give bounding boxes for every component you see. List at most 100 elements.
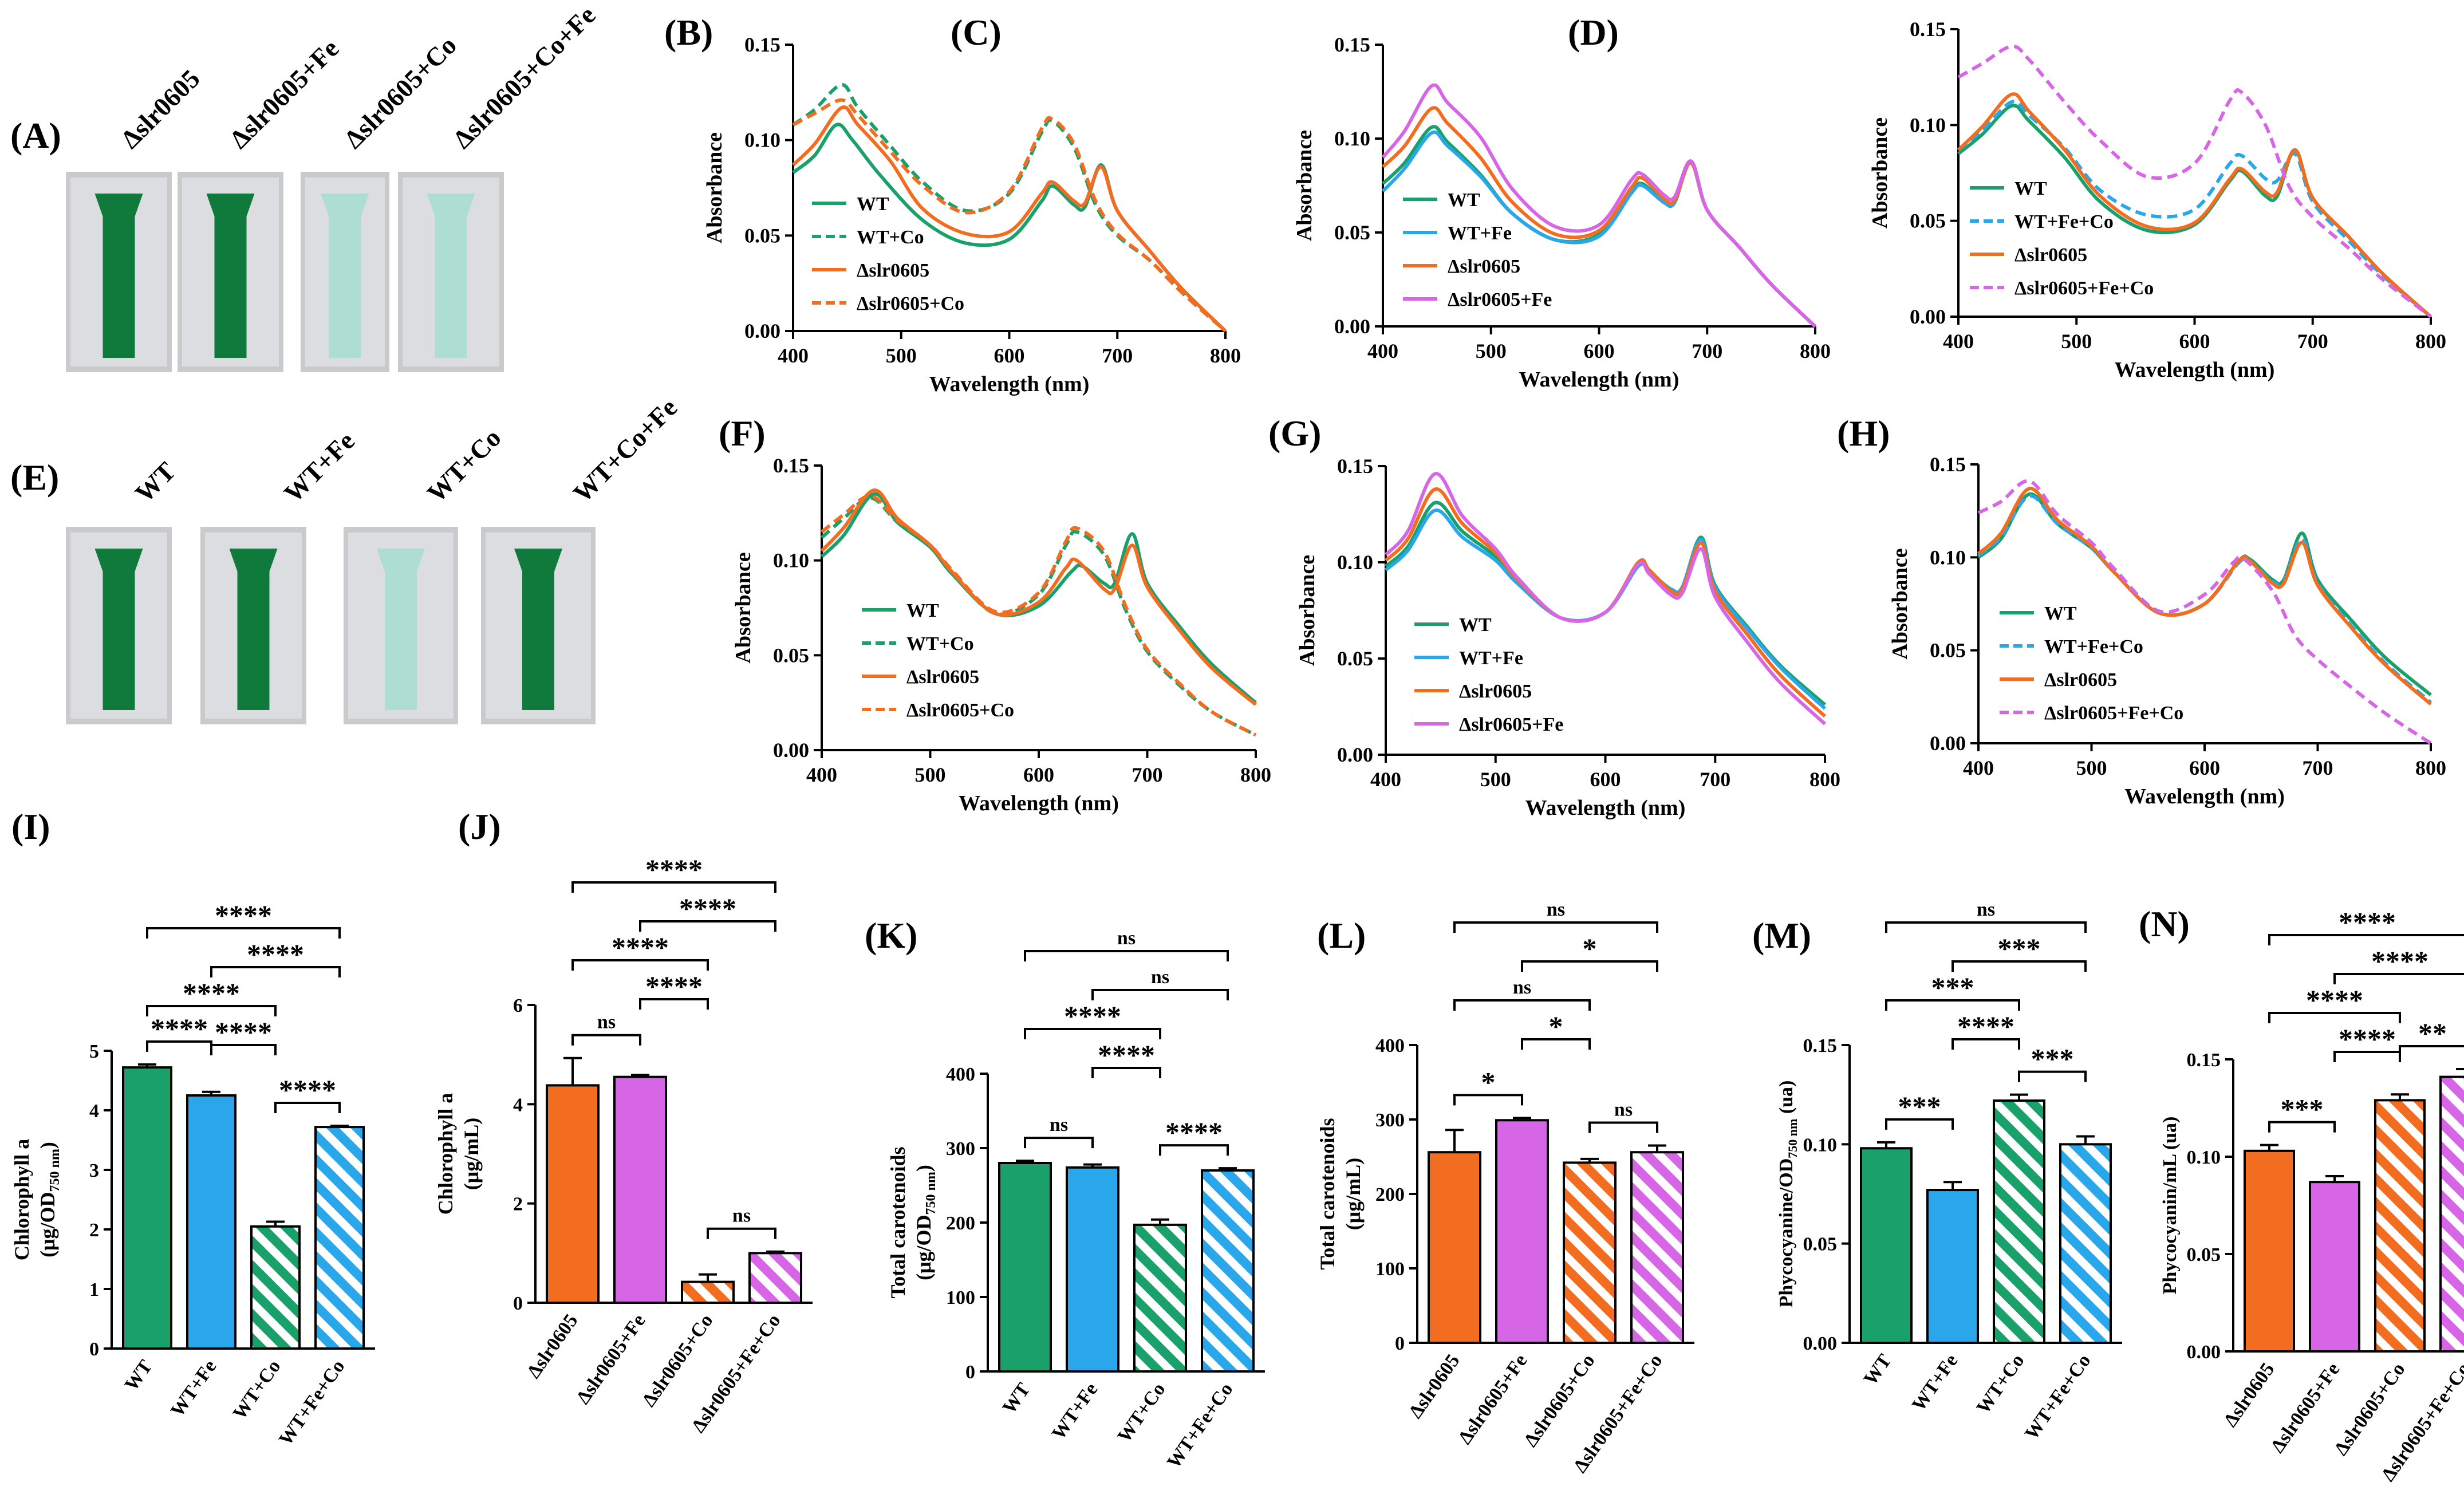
significance-label: **** xyxy=(215,1016,272,1048)
series-line xyxy=(792,98,1227,333)
significance-label: **** xyxy=(2306,984,2363,1016)
y-axis-label-group: Phycocyanine/OD750 nm (ua) xyxy=(1776,1081,1800,1308)
series-line xyxy=(1957,45,2432,318)
y-tick-label: 0.10 xyxy=(2187,1147,2221,1168)
y-tick-label: 0 xyxy=(513,1293,523,1314)
panel-label: (F) xyxy=(719,413,766,454)
significance-label: **** xyxy=(2371,945,2428,977)
bar xyxy=(314,1126,365,1350)
bar xyxy=(2309,1181,2360,1353)
x-tick-label: 800 xyxy=(1240,763,1271,786)
line-chart: (F) 400 500 600 700 800 0.00 0.05 0.10 0.15 Wavele… xyxy=(719,413,1271,815)
y-tick-label: 0.00 xyxy=(1803,1333,1838,1354)
panel-label: (E) xyxy=(10,457,59,498)
legend-label: WT+Co xyxy=(857,227,924,248)
y-axis-label-group: Phycocyanin/mL (ua) xyxy=(2159,1117,2181,1295)
y-axis-label: Chlorophyll a xyxy=(10,1139,33,1260)
significance-bracket xyxy=(1091,1067,1161,1078)
x-axis-label: Wavelength (nm) xyxy=(2124,784,2285,809)
series-line xyxy=(820,492,1257,704)
legend-label: WT xyxy=(2014,178,2047,199)
y-axis-label-sub: 750 nm xyxy=(1785,1119,1800,1158)
significance-label: *** xyxy=(2281,1093,2324,1125)
significance-bracket xyxy=(1588,1121,1658,1133)
x-tick-label: 400 xyxy=(1963,756,1994,779)
y-axis-label-end: (ua) xyxy=(1776,1081,1797,1119)
x-tick-label: 700 xyxy=(2303,756,2333,779)
bar xyxy=(2059,1143,2112,1345)
panel-label: (I) xyxy=(11,806,50,847)
line-chart: (D) 400 500 600 700 800 0.00 0.05 0.10 0.15 Wavele… xyxy=(1568,12,2446,382)
x-tick-label: Δslr0605+Co xyxy=(1520,1350,1599,1450)
y-axis-label: Chlorophyll a xyxy=(434,1093,457,1215)
y-tick-label: 0.05 xyxy=(1910,210,1946,232)
significance-label: ns xyxy=(1117,928,1136,949)
significance-bracket xyxy=(571,1034,641,1046)
y-tick-label: 0.10 xyxy=(1337,551,1373,574)
y-tick-label: 200 xyxy=(946,1213,975,1234)
y-axis-label: Absorbance xyxy=(1888,548,1912,659)
y-axis-label-group: Total carotenoids (μg/OD750 nm) xyxy=(886,1146,939,1298)
bar xyxy=(122,1066,172,1350)
cuvette-label: Δslr0605+Co xyxy=(338,30,462,154)
x-tick-label: WT+Co xyxy=(1114,1379,1170,1446)
panel-label: (J) xyxy=(458,806,501,847)
significance-bracket xyxy=(1885,921,2087,933)
significance-bracket xyxy=(2268,934,2464,945)
legend-label: WT+Co xyxy=(906,633,974,655)
significance-bracket xyxy=(1885,999,2020,1011)
significance-label: ns xyxy=(1614,1099,1633,1121)
bar xyxy=(2374,1099,2426,1353)
significance-bracket xyxy=(210,966,341,977)
x-tick-label: 700 xyxy=(1692,340,1722,362)
y-axis-units-part: (μg/OD xyxy=(36,1192,59,1257)
significance-label: **** xyxy=(151,1012,208,1044)
y-axis-units-end: ) xyxy=(36,1142,59,1149)
y-axis-label: Phycocyanine/OD750 nm (ua) xyxy=(1776,1081,1800,1308)
cuvette-liquid xyxy=(321,194,369,358)
legend-label: Δslr0605+Fe+Co xyxy=(2014,278,2154,299)
cuvette-label: Δslr0605+Co+Fe xyxy=(447,0,601,154)
x-tick-label: 500 xyxy=(1476,340,1507,362)
legend-label: Δslr0605 xyxy=(2014,245,2087,266)
significance-bracket xyxy=(1091,989,1229,1000)
significance-bracket xyxy=(2018,1070,2087,1082)
x-tick-label: WT+Fe xyxy=(1048,1379,1102,1444)
x-axis-label: Wavelength (nm) xyxy=(1519,368,1680,392)
y-tick-label: 0.00 xyxy=(1930,732,1966,755)
significance-label: **** xyxy=(645,853,703,885)
legend-label: Δslr0605+Co xyxy=(906,700,1014,721)
panel-label: (B) xyxy=(664,12,713,53)
x-tick-label: WT+Co xyxy=(1973,1350,2029,1418)
bar xyxy=(1926,1189,1979,1344)
y-tick-label: 2 xyxy=(513,1194,523,1215)
bar xyxy=(748,1252,802,1304)
cuvette-liquid xyxy=(377,549,425,710)
significance-label: * xyxy=(1549,1010,1563,1042)
significance-label: ns xyxy=(1151,967,1169,988)
bar xyxy=(546,1084,600,1304)
bar xyxy=(1201,1169,1255,1373)
x-tick-label: 700 xyxy=(1102,344,1133,367)
y-tick-label: 0.15 xyxy=(1803,1035,1838,1056)
y-tick-label: 0.15 xyxy=(1930,453,1966,476)
x-tick-label: 800 xyxy=(1809,768,1840,791)
y-tick-label: 0.10 xyxy=(773,549,809,572)
x-tick-label: 500 xyxy=(1480,768,1511,791)
cuvette-liquid xyxy=(94,194,143,358)
series-line xyxy=(1385,508,1827,710)
y-tick-label: 5 xyxy=(89,1041,99,1062)
cuvette-label: WT+Co xyxy=(421,423,507,508)
y-axis-label: Absorbance xyxy=(731,552,755,663)
x-tick-label: 800 xyxy=(1800,340,1831,362)
bar xyxy=(1495,1119,1549,1345)
y-tick-label: 300 xyxy=(946,1138,975,1160)
x-tick-label: 600 xyxy=(1590,768,1621,791)
line-chart: (C) 400 500 600 700 800 0.00 0.05 0.10 0.15 Wavele… xyxy=(951,12,1831,392)
x-tick-label: 700 xyxy=(1132,763,1163,786)
series-line xyxy=(821,494,1257,737)
significance-bracket xyxy=(2268,1012,2401,1023)
cuvette-label: Δslr0605+Fe xyxy=(224,34,344,154)
significance-label: **** xyxy=(679,892,736,924)
significance-label: ns xyxy=(1050,1114,1068,1136)
